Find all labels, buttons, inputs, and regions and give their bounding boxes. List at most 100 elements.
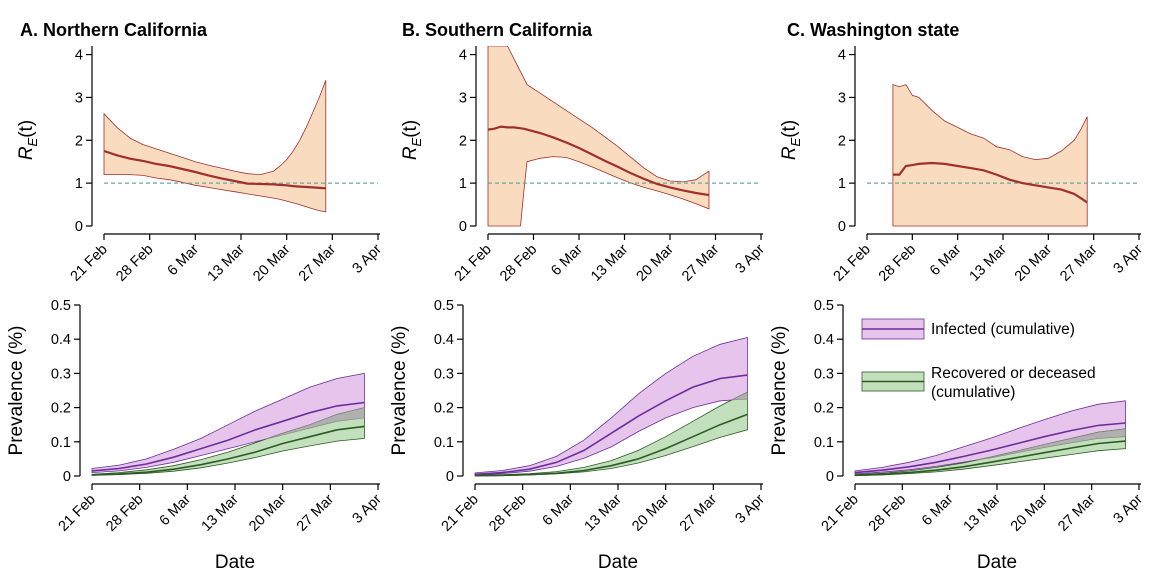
overlap-band [265, 407, 365, 440]
y-axis-label: RE(t) [400, 120, 424, 160]
credible-band [892, 84, 1088, 227]
median-line [487, 125, 710, 197]
infected-median-line [474, 374, 748, 476]
x-tick-label: 6 Mar [548, 241, 586, 279]
median-line [892, 161, 1088, 204]
x-tick-label: 28 Feb [103, 492, 146, 535]
x-tick-label: 27 Mar [296, 241, 339, 284]
y-tick-label: 0 [63, 469, 71, 485]
panel-title: B. Southern California [402, 20, 593, 40]
y-tick-label: 0 [446, 469, 454, 485]
recovered-median-line [854, 440, 1126, 477]
x-tick-label: 3 Apr [733, 241, 768, 276]
x-tick-label: 27 Mar [294, 491, 337, 534]
credible-band [487, 46, 710, 227]
y-label-sub: E [25, 137, 40, 146]
panel-B_re: B. Southern California 0 1 2 3 4 21 Feb 28 Feb 6… [400, 20, 768, 285]
x-tick-label: 3 Apr [733, 491, 768, 526]
x-tick-label: 20 Mar [246, 491, 289, 534]
credible-band [103, 80, 327, 213]
infected-median-line [854, 422, 1126, 474]
x-axis-label: Date [215, 552, 255, 573]
y-label-main: R [779, 146, 800, 160]
x-tick-label: 13 Mar [961, 491, 1004, 534]
y-axis-label: Prevalence (%) [6, 326, 27, 456]
panel-title: C. Washington state [787, 20, 959, 40]
y-tick-label: 4 [838, 48, 846, 64]
y-tick-label: 3 [838, 90, 846, 106]
x-tick-label: 21 Feb [439, 492, 482, 535]
x-tick-label: 20 Mar [250, 241, 293, 284]
y-tick-label: 4 [75, 48, 83, 64]
y-tick-label: 0.1 [434, 435, 454, 451]
x-tick-label: 3 Apr [1111, 491, 1146, 526]
y-label-sub: E [409, 137, 424, 146]
x-tick-label: 6 Mar [157, 491, 195, 529]
x-tick-label: 6 Mar [927, 241, 965, 279]
y-tick-label: 0 [75, 219, 83, 235]
legend: Infected (cumulative) Recovered or deceas… [861, 318, 1096, 401]
x-tick-label: 21 Feb [831, 242, 874, 285]
recovered-median-line [474, 413, 748, 477]
x-tick-label: 20 Mar [634, 241, 677, 284]
median-line [103, 149, 326, 190]
x-tick-label: 20 Mar [1012, 241, 1055, 284]
y-label-main: R [16, 146, 37, 160]
y-tick-label: 0.3 [434, 366, 454, 382]
y-tick-label: 4 [459, 48, 467, 64]
x-tick-label: 28 Feb [486, 492, 529, 535]
legend-recovered-label-2: (cumulative) [931, 384, 1015, 401]
y-tick-label: 0.5 [51, 298, 71, 314]
y-tick-label: 0.4 [51, 332, 71, 348]
y-tick-label: 0.1 [814, 435, 834, 451]
y-tick-label: 0.3 [51, 366, 71, 382]
y-label-suffix: (t) [779, 120, 800, 138]
x-tick-label: 21 Feb [68, 242, 111, 285]
x-axis-label: Date [977, 552, 1017, 573]
panel-C_re: C. Washington state 0 1 2 3 4 21 Feb 28 Feb 6 Ma… [779, 20, 1146, 285]
y-axis-label: RE(t) [779, 120, 803, 160]
y-tick-label: 0 [459, 219, 467, 235]
y-tick-label: 2 [75, 133, 83, 149]
y-tick-label: 1 [459, 176, 467, 192]
y-tick-label: 0.2 [434, 401, 454, 417]
panel-C_prev: 00.10.20.30.40.521 Feb 28 Feb 6 Mar 13 Mar 2… [769, 298, 1146, 573]
x-tick-label: 13 Mar [582, 491, 625, 534]
recovered-median-line [91, 425, 365, 476]
overlap-band [976, 428, 1126, 461]
y-tick-label: 0.1 [51, 435, 71, 451]
y-axis-label: Prevalence (%) [389, 326, 410, 456]
x-tick-label: 3 Apr [1111, 241, 1146, 276]
x-tick-label: 6 Mar [919, 491, 957, 529]
legend-infected-label: Infected (cumulative) [931, 321, 1075, 338]
y-tick-label: 1 [838, 176, 846, 192]
x-tick-label: 28 Feb [866, 492, 909, 535]
x-tick-label: 13 Mar [967, 241, 1010, 284]
y-tick-label: 3 [75, 90, 83, 106]
y-tick-label: 0.2 [51, 401, 71, 417]
x-axis-label: Date [598, 552, 638, 573]
recovered-band [91, 407, 365, 476]
panel-A_prev: 00.10.20.30.40.521 Feb 28 Feb 6 Mar 13 Mar 2… [6, 298, 385, 573]
y-tick-label: 0 [838, 219, 846, 235]
x-tick-label: 3 Apr [350, 491, 385, 526]
x-tick-label: 27 Mar [1057, 241, 1100, 284]
panel-A_re: A. Northern California 0 1 2 3 4 21 Feb 28 Feb 6… [16, 20, 385, 285]
y-tick-label: 1 [75, 176, 83, 192]
y-tick-label: 2 [838, 133, 846, 149]
y-tick-label: 2 [459, 133, 467, 149]
x-tick-label: 27 Mar [677, 491, 720, 534]
x-tick-label: 27 Mar [679, 241, 722, 284]
x-tick-label: 28 Feb [113, 242, 156, 285]
y-tick-label: 0.4 [814, 332, 834, 348]
x-tick-label: 20 Mar [629, 491, 672, 534]
y-tick-label: 0 [826, 469, 834, 485]
y-axis-label: RE(t) [16, 120, 40, 160]
overlap-band [731, 391, 748, 401]
x-tick-label: 21 Feb [819, 492, 862, 535]
y-label-suffix: (t) [400, 120, 421, 138]
x-tick-label: 28 Feb [497, 242, 540, 285]
x-tick-label: 6 Mar [540, 491, 578, 529]
y-label-sub: E [788, 137, 803, 146]
x-tick-label: 28 Feb [876, 242, 919, 285]
